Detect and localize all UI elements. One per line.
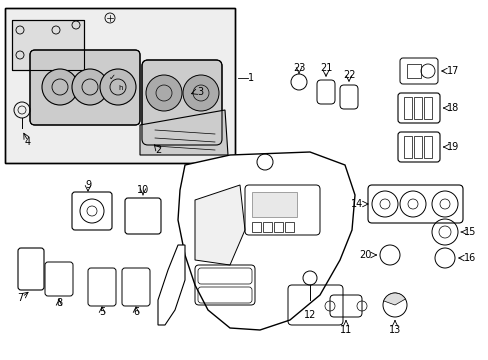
Bar: [251, 192, 296, 217]
Text: 5: 5: [99, 307, 105, 317]
Text: 20: 20: [359, 250, 371, 260]
Bar: [413, 136, 421, 158]
Text: 23: 23: [292, 63, 305, 73]
Text: 8: 8: [56, 298, 62, 308]
Text: 10: 10: [137, 185, 149, 195]
FancyBboxPatch shape: [30, 50, 140, 125]
Text: 17: 17: [446, 66, 458, 76]
Text: 16: 16: [463, 253, 475, 263]
Text: 1: 1: [247, 73, 254, 83]
Wedge shape: [383, 293, 405, 305]
Text: 21: 21: [319, 63, 331, 73]
Text: 6: 6: [133, 307, 139, 317]
Bar: [423, 97, 431, 119]
Text: 12: 12: [303, 310, 316, 320]
Text: 4: 4: [25, 137, 31, 147]
Bar: [285, 222, 293, 232]
Bar: [413, 97, 421, 119]
Bar: [12, 20, 84, 70]
Text: 11: 11: [339, 325, 351, 335]
Bar: [5, 8, 235, 163]
Polygon shape: [195, 185, 244, 265]
Polygon shape: [178, 152, 354, 330]
Bar: [263, 222, 271, 232]
Bar: [5, 8, 235, 163]
Bar: [12, 20, 84, 70]
Bar: [406, 64, 420, 78]
Circle shape: [72, 69, 108, 105]
Polygon shape: [158, 245, 184, 325]
Bar: [403, 97, 411, 119]
Text: 15: 15: [463, 227, 475, 237]
Circle shape: [42, 69, 78, 105]
Bar: [423, 136, 431, 158]
Text: 2: 2: [155, 145, 161, 155]
Text: 19: 19: [446, 142, 458, 152]
Text: h: h: [118, 85, 122, 91]
Bar: [251, 222, 261, 232]
Text: 14: 14: [350, 199, 362, 209]
Text: 22: 22: [342, 70, 354, 80]
Circle shape: [183, 75, 219, 111]
Circle shape: [146, 75, 182, 111]
Text: $\checkmark$: $\checkmark$: [108, 73, 115, 82]
Text: 13: 13: [388, 325, 400, 335]
Text: 3: 3: [197, 87, 203, 97]
Bar: [403, 136, 411, 158]
FancyBboxPatch shape: [142, 60, 222, 145]
Circle shape: [100, 69, 136, 105]
Polygon shape: [140, 110, 227, 155]
Text: 9: 9: [85, 180, 91, 190]
Text: 18: 18: [446, 103, 458, 113]
Bar: [273, 222, 283, 232]
Text: 7: 7: [17, 293, 23, 303]
